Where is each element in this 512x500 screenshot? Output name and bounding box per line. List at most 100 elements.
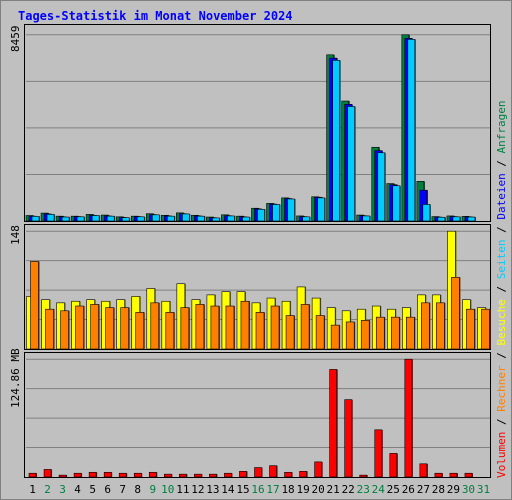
bottom-bar-volumen: [239, 471, 247, 478]
x-tick-label: 21: [327, 483, 340, 496]
middle-bar-rechner: [165, 312, 175, 350]
middle-bar-rechner: [451, 277, 460, 350]
middle-bar-rechner: [45, 308, 54, 350]
x-tick-label: 9: [149, 483, 156, 496]
top-bar-seiten: [76, 216, 85, 222]
x-tick-label: 1: [29, 483, 36, 496]
legend-seiten: Seiten: [495, 240, 508, 280]
legend-anfragen: Anfragen: [495, 100, 508, 153]
top-bar-seiten: [347, 106, 355, 222]
middle-bar-rechner: [135, 312, 145, 350]
top-bar-seiten: [317, 197, 325, 222]
top-bar-seiten: [167, 215, 175, 222]
middle-bar-rechner: [60, 310, 69, 350]
x-tick-label: 12: [191, 483, 204, 496]
top-bar-seiten: [467, 216, 476, 222]
x-tick-label: 30: [462, 483, 475, 496]
middle-bar-rechner: [360, 320, 370, 350]
x-tick-label: 27: [417, 483, 430, 496]
bottom-bar-volumen: [269, 465, 277, 478]
bottom-bar-volumen: [224, 472, 232, 478]
x-tick-label: 13: [206, 483, 219, 496]
legend-separator: /: [495, 346, 508, 366]
top-bar-seiten: [392, 185, 401, 222]
top-bar-seiten: [227, 215, 235, 222]
legend: Volumen / Rechner / Besuche / Seiten / D…: [495, 100, 508, 478]
legend-separator: /: [495, 153, 508, 173]
middle-bar-rechner: [315, 315, 325, 350]
x-tick-label: 29: [447, 483, 460, 496]
middle-bar-rechner: [210, 305, 220, 350]
x-tick-label: 2: [44, 483, 51, 496]
bottom-bar-volumen: [434, 472, 443, 478]
top-bar-seiten: [197, 215, 205, 222]
x-tick-label: 17: [266, 483, 279, 496]
middle-bar-rechner: [30, 261, 39, 350]
x-tick-label: 4: [74, 483, 81, 496]
x-tick-label: 16: [251, 483, 264, 496]
x-tick-label: 22: [342, 483, 355, 496]
bottom-bar-volumen: [164, 473, 172, 478]
x-tick-label: 3: [59, 483, 66, 496]
top-bar-seiten: [302, 216, 310, 222]
bottom-bar-volumen: [103, 471, 112, 478]
legend-separator: /: [495, 220, 508, 240]
middle-bar-rechner: [120, 307, 130, 350]
x-tick-label: 20: [312, 483, 325, 496]
x-tick-label: 24: [372, 483, 386, 496]
bottom-bar-volumen: [194, 473, 202, 478]
bottom-bar-volumen: [344, 399, 352, 478]
middle-bar-rechner: [330, 324, 340, 350]
panel-bottom: [24, 352, 491, 478]
bottom-bar-volumen: [133, 472, 142, 478]
bottom-bar-volumen: [254, 467, 262, 478]
x-tick-label: 8: [134, 483, 141, 496]
top-bar-seiten: [136, 216, 145, 222]
middle-bar-rechner: [105, 307, 114, 350]
x-tick-label: 19: [296, 483, 309, 496]
top-bar-seiten: [46, 214, 55, 222]
bottom-bar-volumen: [464, 472, 473, 478]
middle-bar-rechner: [270, 305, 280, 350]
middle-bar-rechner: [406, 316, 415, 350]
x-tick-label: 7: [119, 483, 126, 496]
bars: [25, 34, 491, 478]
top-bar-seiten: [257, 209, 265, 222]
bottom-bar-volumen: [404, 358, 413, 478]
bottom-bar-volumen: [28, 472, 37, 478]
top-bar-seiten: [362, 215, 371, 222]
middle-bar-rechner: [90, 304, 99, 350]
top-bar-seiten: [212, 217, 220, 222]
x-tick-label: 15: [236, 483, 249, 496]
x-tick-label: 5: [89, 483, 96, 496]
bottom-bar-volumen: [43, 469, 52, 478]
middle-bar-rechner: [255, 312, 265, 350]
top-bar-seiten: [182, 213, 190, 222]
middle-bar-rechner: [150, 302, 160, 350]
middle-bar-rechner: [421, 302, 430, 350]
top-bar-seiten: [287, 198, 295, 222]
top-bar-seiten: [377, 152, 386, 222]
top-bar-seiten: [272, 204, 280, 222]
legend-dateien: Dateien: [495, 173, 508, 219]
middle-bar-rechner: [436, 302, 445, 350]
x-tick-label: 11: [176, 483, 189, 496]
middle-bar-rechner: [180, 307, 190, 350]
legend-separator: /: [495, 279, 508, 299]
middle-bar-rechner: [225, 305, 235, 350]
x-tick-label: 14: [221, 483, 235, 496]
x-tick-label: 10: [161, 483, 174, 496]
legend-besuche: Besuche: [495, 299, 508, 345]
x-tick-label: 25: [387, 483, 400, 496]
x-tick-label: 6: [104, 483, 111, 496]
bottom-bar-volumen: [118, 472, 127, 478]
bottom-bar-volumen: [179, 473, 187, 478]
top-bar-seiten: [422, 204, 431, 222]
top-bar-seiten: [437, 216, 446, 222]
x-tick-label: 23: [357, 483, 370, 496]
top-bar-seiten: [121, 217, 130, 222]
y-max-label-bottom: 124.86 MB: [9, 348, 22, 408]
middle-bar-rechner: [375, 316, 385, 350]
bottom-bar-volumen: [148, 471, 157, 478]
x-tick-label: 26: [402, 483, 415, 496]
